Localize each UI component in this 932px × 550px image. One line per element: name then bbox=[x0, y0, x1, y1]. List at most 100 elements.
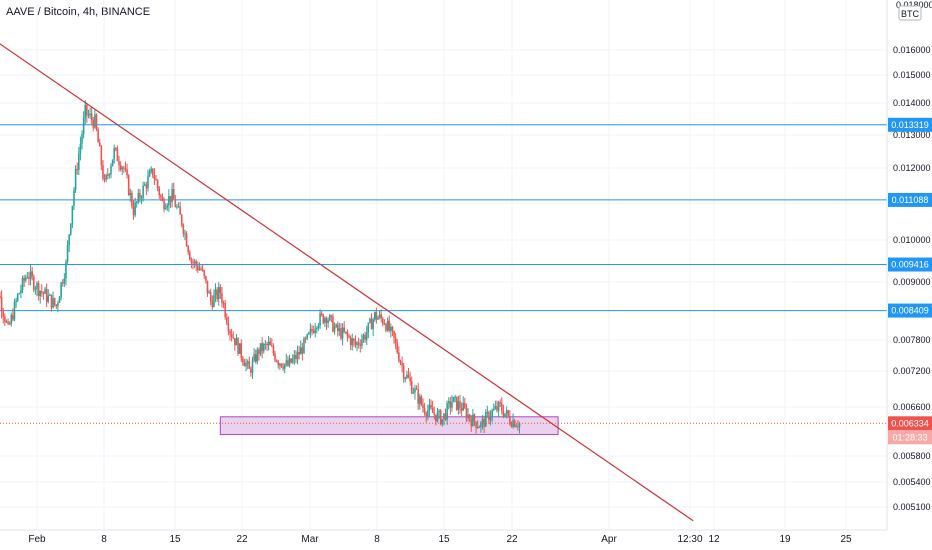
countdown-tag bbox=[888, 430, 932, 445]
x-tick-label: 25 bbox=[840, 534, 852, 545]
candle bbox=[61, 279, 64, 287]
x-tick-label: 19 bbox=[779, 534, 791, 545]
candle bbox=[404, 376, 407, 383]
candle bbox=[119, 161, 122, 172]
candle bbox=[444, 408, 447, 422]
candle bbox=[343, 321, 345, 334]
candle bbox=[357, 337, 360, 349]
candle bbox=[24, 274, 27, 283]
candle bbox=[377, 315, 379, 321]
candle bbox=[322, 313, 325, 325]
candle bbox=[349, 335, 352, 350]
candle bbox=[143, 181, 146, 187]
candle bbox=[121, 165, 124, 175]
candle bbox=[280, 363, 283, 368]
candle bbox=[26, 272, 29, 279]
candle bbox=[380, 309, 382, 323]
horizontal-levels[interactable] bbox=[0, 124, 887, 312]
candle bbox=[156, 179, 159, 192]
candle bbox=[224, 299, 226, 320]
candle bbox=[79, 136, 82, 161]
currency-badge-box[interactable] bbox=[898, 5, 922, 21]
candle bbox=[509, 409, 511, 426]
x-tick-label: Feb bbox=[28, 534, 46, 545]
candle bbox=[472, 408, 474, 427]
currency-badge[interactable]: BTC bbox=[901, 9, 920, 19]
candle bbox=[422, 398, 424, 413]
candle bbox=[28, 271, 30, 286]
candle bbox=[240, 339, 243, 362]
candle bbox=[37, 280, 40, 301]
candle bbox=[320, 310, 323, 317]
candle bbox=[153, 168, 156, 186]
candle bbox=[319, 309, 321, 329]
level-price-label: 0.008409 bbox=[891, 306, 929, 316]
candle bbox=[512, 413, 514, 429]
candle bbox=[63, 273, 66, 287]
candle bbox=[455, 396, 458, 411]
candle bbox=[353, 337, 355, 347]
candle bbox=[417, 382, 419, 411]
candle bbox=[187, 245, 189, 255]
candle bbox=[324, 316, 326, 328]
candle bbox=[451, 395, 453, 412]
candle bbox=[213, 289, 215, 308]
candle bbox=[328, 313, 331, 322]
candle bbox=[299, 340, 302, 355]
candle bbox=[152, 168, 154, 178]
x-tick-label: Apr bbox=[601, 534, 617, 545]
candle bbox=[462, 396, 465, 412]
trendline[interactable] bbox=[0, 36, 694, 522]
candle bbox=[2, 307, 5, 324]
candle bbox=[176, 203, 178, 210]
x-tick-label: 8 bbox=[101, 534, 107, 545]
candle bbox=[306, 333, 308, 341]
candle bbox=[311, 325, 313, 336]
candle bbox=[135, 200, 138, 208]
candle bbox=[145, 181, 148, 196]
candle bbox=[476, 420, 479, 429]
level-price-label: 0.013319 bbox=[891, 120, 929, 130]
candle bbox=[50, 294, 53, 312]
candle bbox=[39, 290, 42, 304]
candle bbox=[375, 307, 378, 324]
candle bbox=[253, 348, 255, 363]
candle bbox=[447, 397, 450, 410]
candle bbox=[237, 337, 239, 356]
support-zone[interactable] bbox=[219, 416, 559, 436]
candle bbox=[250, 366, 252, 377]
candle bbox=[327, 317, 329, 328]
grid-lines bbox=[0, 0, 887, 530]
candle bbox=[391, 326, 394, 336]
x-tick-label: 8 bbox=[374, 534, 380, 545]
candles bbox=[0, 100, 521, 434]
candle bbox=[0, 292, 1, 299]
x-tick-label: 12:30 bbox=[677, 534, 702, 545]
candle bbox=[242, 355, 244, 366]
candle bbox=[69, 223, 72, 236]
candle bbox=[275, 359, 278, 363]
y-tick-label: 0.007200 bbox=[893, 366, 931, 376]
candle bbox=[248, 356, 251, 369]
candle bbox=[396, 338, 399, 355]
candle bbox=[316, 326, 318, 334]
x-axis-ticks: Feb 8 15 22 Mar 8 15 22 Apr 12:30 12 19 25 bbox=[28, 534, 852, 545]
candle bbox=[0, 290, 3, 319]
candle bbox=[388, 315, 391, 333]
candle bbox=[303, 336, 305, 354]
candle bbox=[468, 413, 471, 423]
candle bbox=[271, 338, 273, 348]
candle bbox=[486, 405, 489, 418]
candle bbox=[134, 197, 136, 218]
candle bbox=[340, 323, 342, 341]
candle bbox=[74, 165, 77, 194]
candle bbox=[365, 325, 368, 346]
trendline-layer[interactable] bbox=[0, 36, 694, 522]
candle bbox=[197, 261, 199, 274]
candle bbox=[20, 284, 22, 299]
candle bbox=[438, 408, 440, 419]
support-zone-layer[interactable] bbox=[219, 416, 559, 436]
candle bbox=[66, 240, 69, 264]
candle bbox=[298, 345, 300, 360]
